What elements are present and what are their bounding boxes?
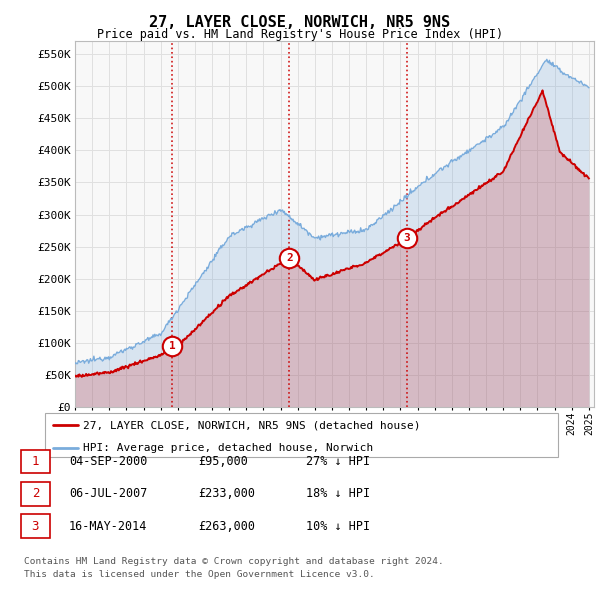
Text: 1: 1 bbox=[169, 341, 175, 351]
Text: 27% ↓ HPI: 27% ↓ HPI bbox=[306, 455, 370, 468]
Text: 27, LAYER CLOSE, NORWICH, NR5 9NS: 27, LAYER CLOSE, NORWICH, NR5 9NS bbox=[149, 15, 451, 30]
Text: 04-SEP-2000: 04-SEP-2000 bbox=[69, 455, 148, 468]
Text: This data is licensed under the Open Government Licence v3.0.: This data is licensed under the Open Gov… bbox=[24, 571, 375, 579]
Text: 3: 3 bbox=[403, 233, 410, 243]
Text: Price paid vs. HM Land Registry's House Price Index (HPI): Price paid vs. HM Land Registry's House … bbox=[97, 28, 503, 41]
Text: £233,000: £233,000 bbox=[198, 487, 255, 500]
Text: 27, LAYER CLOSE, NORWICH, NR5 9NS (detached house): 27, LAYER CLOSE, NORWICH, NR5 9NS (detac… bbox=[83, 421, 421, 430]
Text: 16-MAY-2014: 16-MAY-2014 bbox=[69, 520, 148, 533]
Text: £95,000: £95,000 bbox=[198, 455, 248, 468]
FancyBboxPatch shape bbox=[45, 413, 558, 457]
Text: 2: 2 bbox=[32, 487, 39, 500]
Text: 06-JUL-2007: 06-JUL-2007 bbox=[69, 487, 148, 500]
Text: 10% ↓ HPI: 10% ↓ HPI bbox=[306, 520, 370, 533]
Text: 2: 2 bbox=[286, 253, 293, 263]
Text: 1: 1 bbox=[32, 455, 39, 468]
Text: 18% ↓ HPI: 18% ↓ HPI bbox=[306, 487, 370, 500]
Text: £263,000: £263,000 bbox=[198, 520, 255, 533]
Text: 3: 3 bbox=[32, 520, 39, 533]
Text: Contains HM Land Registry data © Crown copyright and database right 2024.: Contains HM Land Registry data © Crown c… bbox=[24, 558, 444, 566]
Text: HPI: Average price, detached house, Norwich: HPI: Average price, detached house, Norw… bbox=[83, 442, 374, 453]
